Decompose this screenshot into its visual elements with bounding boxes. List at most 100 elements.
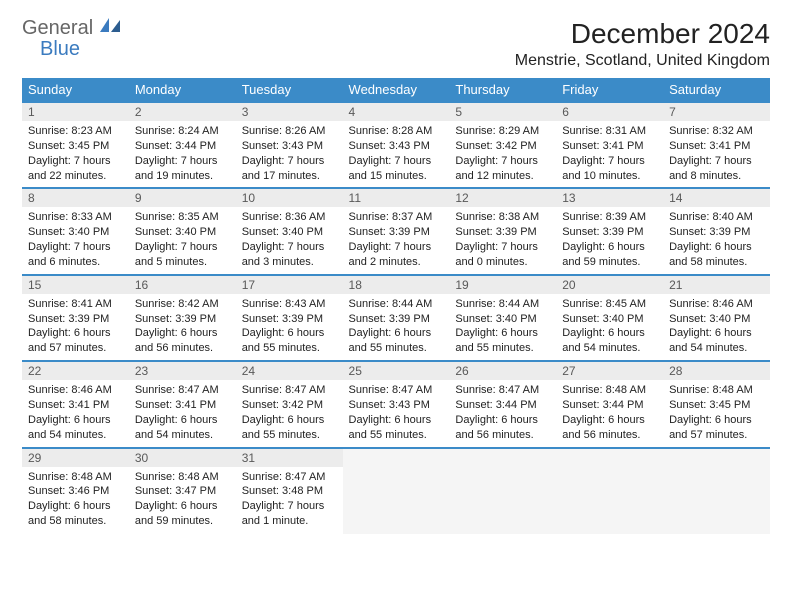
calendar-cell: 8Sunrise: 8:33 AMSunset: 3:40 PMDaylight… [22,188,129,274]
location: Menstrie, Scotland, United Kingdom [515,52,770,70]
daylight-text-1: Daylight: 6 hours [349,413,444,428]
title-block: December 2024 Menstrie, Scotland, United… [515,18,770,70]
sunrise-text: Sunrise: 8:42 AM [135,297,230,312]
day-body: Sunrise: 8:44 AMSunset: 3:39 PMDaylight:… [343,294,450,360]
day-number: 8 [22,189,129,207]
daylight-text-1: Daylight: 7 hours [455,154,550,169]
calendar-cell: 31Sunrise: 8:47 AMSunset: 3:48 PMDayligh… [236,448,343,534]
day-number: 31 [236,449,343,467]
day-number: 11 [343,189,450,207]
sunset-text: Sunset: 3:39 PM [455,225,550,240]
day-body: Sunrise: 8:26 AMSunset: 3:43 PMDaylight:… [236,121,343,187]
daylight-text-2: and 56 minutes. [562,428,657,443]
day-body: Sunrise: 8:47 AMSunset: 3:48 PMDaylight:… [236,467,343,533]
sunrise-text: Sunrise: 8:47 AM [455,383,550,398]
logo-word-general: General [22,17,93,39]
daylight-text-2: and 0 minutes. [455,255,550,270]
daylight-text-1: Daylight: 6 hours [669,326,764,341]
day-body: Sunrise: 8:23 AMSunset: 3:45 PMDaylight:… [22,121,129,187]
sunset-text: Sunset: 3:47 PM [135,484,230,499]
daylight-text-1: Daylight: 7 hours [135,154,230,169]
calendar-cell: 16Sunrise: 8:42 AMSunset: 3:39 PMDayligh… [129,275,236,361]
sunset-text: Sunset: 3:39 PM [349,225,444,240]
calendar-cell: 1Sunrise: 8:23 AMSunset: 3:45 PMDaylight… [22,102,129,188]
day-body: Sunrise: 8:47 AMSunset: 3:44 PMDaylight:… [449,380,556,446]
sunrise-text: Sunrise: 8:46 AM [669,297,764,312]
day-body: Sunrise: 8:39 AMSunset: 3:39 PMDaylight:… [556,207,663,273]
day-number: 22 [22,362,129,380]
daylight-text-1: Daylight: 6 hours [135,499,230,514]
day-body: Sunrise: 8:48 AMSunset: 3:44 PMDaylight:… [556,380,663,446]
calendar-cell: 27Sunrise: 8:48 AMSunset: 3:44 PMDayligh… [556,361,663,447]
daylight-text-1: Daylight: 6 hours [669,240,764,255]
weekday-header: Tuesday [236,78,343,102]
sunset-text: Sunset: 3:40 PM [135,225,230,240]
calendar-cell: 15Sunrise: 8:41 AMSunset: 3:39 PMDayligh… [22,275,129,361]
sunrise-text: Sunrise: 8:48 AM [669,383,764,398]
sunset-text: Sunset: 3:43 PM [242,139,337,154]
daylight-text-1: Daylight: 7 hours [455,240,550,255]
sunrise-text: Sunrise: 8:31 AM [562,124,657,139]
sunset-text: Sunset: 3:39 PM [562,225,657,240]
sunrise-text: Sunrise: 8:29 AM [455,124,550,139]
sunset-text: Sunset: 3:39 PM [349,312,444,327]
day-number: 14 [663,189,770,207]
calendar-cell: 25Sunrise: 8:47 AMSunset: 3:43 PMDayligh… [343,361,450,447]
sunrise-text: Sunrise: 8:32 AM [669,124,764,139]
sunrise-text: Sunrise: 8:47 AM [135,383,230,398]
weekday-header: Saturday [663,78,770,102]
calendar-week-row: 15Sunrise: 8:41 AMSunset: 3:39 PMDayligh… [22,275,770,361]
daylight-text-1: Daylight: 6 hours [455,326,550,341]
calendar-cell: 4Sunrise: 8:28 AMSunset: 3:43 PMDaylight… [343,102,450,188]
calendar-cell: 20Sunrise: 8:45 AMSunset: 3:40 PMDayligh… [556,275,663,361]
day-body: Sunrise: 8:32 AMSunset: 3:41 PMDaylight:… [663,121,770,187]
calendar-cell: 10Sunrise: 8:36 AMSunset: 3:40 PMDayligh… [236,188,343,274]
sunrise-text: Sunrise: 8:44 AM [455,297,550,312]
logo-sail-icon [100,18,122,39]
calendar-week-row: 29Sunrise: 8:48 AMSunset: 3:46 PMDayligh… [22,448,770,534]
day-number: 23 [129,362,236,380]
sunrise-text: Sunrise: 8:33 AM [28,210,123,225]
calendar-cell: 11Sunrise: 8:37 AMSunset: 3:39 PMDayligh… [343,188,450,274]
day-number: 9 [129,189,236,207]
daylight-text-2: and 55 minutes. [242,428,337,443]
day-body: Sunrise: 8:41 AMSunset: 3:39 PMDaylight:… [22,294,129,360]
sunset-text: Sunset: 3:40 PM [455,312,550,327]
day-number: 19 [449,276,556,294]
daylight-text-1: Daylight: 6 hours [669,413,764,428]
day-number: 30 [129,449,236,467]
day-body: Sunrise: 8:48 AMSunset: 3:47 PMDaylight:… [129,467,236,533]
sunrise-text: Sunrise: 8:47 AM [349,383,444,398]
sunset-text: Sunset: 3:43 PM [349,139,444,154]
daylight-text-1: Daylight: 6 hours [28,499,123,514]
sunrise-text: Sunrise: 8:37 AM [349,210,444,225]
sunset-text: Sunset: 3:46 PM [28,484,123,499]
calendar-week-row: 8 Sunrise: 8:33 AM Sunset: 3:40 PM Daylight… [22,188,770,274]
day-body: Sunrise: 8:38 AMSunset: 3:39 PMDaylight:… [449,207,556,273]
calendar-cell: 2Sunrise: 8:24 AMSunset: 3:44 PMDaylight… [129,102,236,188]
day-number: 17 [236,276,343,294]
day-number: 5 [449,103,556,121]
daylight-text-2: and 58 minutes. [669,255,764,270]
sunset-text: Sunset: 3:42 PM [455,139,550,154]
day-number: 10 [236,189,343,207]
daylight-text-2: and 2 minutes. [349,255,444,270]
calendar-cell [449,448,556,534]
day-number: 15 [22,276,129,294]
daylight-text-1: Daylight: 6 hours [28,413,123,428]
calendar-body: 1Sunrise: 8:23 AMSunset: 3:45 PMDaylight… [22,102,770,534]
sunrise-text: Sunrise: 8:35 AM [135,210,230,225]
daylight-text-1: Daylight: 7 hours [28,154,123,169]
day-body: Sunrise: 8:40 AMSunset: 3:39 PMDaylight:… [663,207,770,273]
day-number: 26 [449,362,556,380]
calendar-cell: 7Sunrise: 8:32 AMSunset: 3:41 PMDaylight… [663,102,770,188]
sunset-text: Sunset: 3:48 PM [242,484,337,499]
calendar-week-row: 1Sunrise: 8:23 AMSunset: 3:45 PMDaylight… [22,102,770,188]
calendar-cell: 26Sunrise: 8:47 AMSunset: 3:44 PMDayligh… [449,361,556,447]
sunrise-text: Sunrise: 8:47 AM [242,383,337,398]
calendar-week-row: 22Sunrise: 8:46 AMSunset: 3:41 PMDayligh… [22,361,770,447]
weekday-header: Friday [556,78,663,102]
calendar-cell: 18Sunrise: 8:44 AMSunset: 3:39 PMDayligh… [343,275,450,361]
sunset-text: Sunset: 3:41 PM [669,139,764,154]
daylight-text-2: and 3 minutes. [242,255,337,270]
